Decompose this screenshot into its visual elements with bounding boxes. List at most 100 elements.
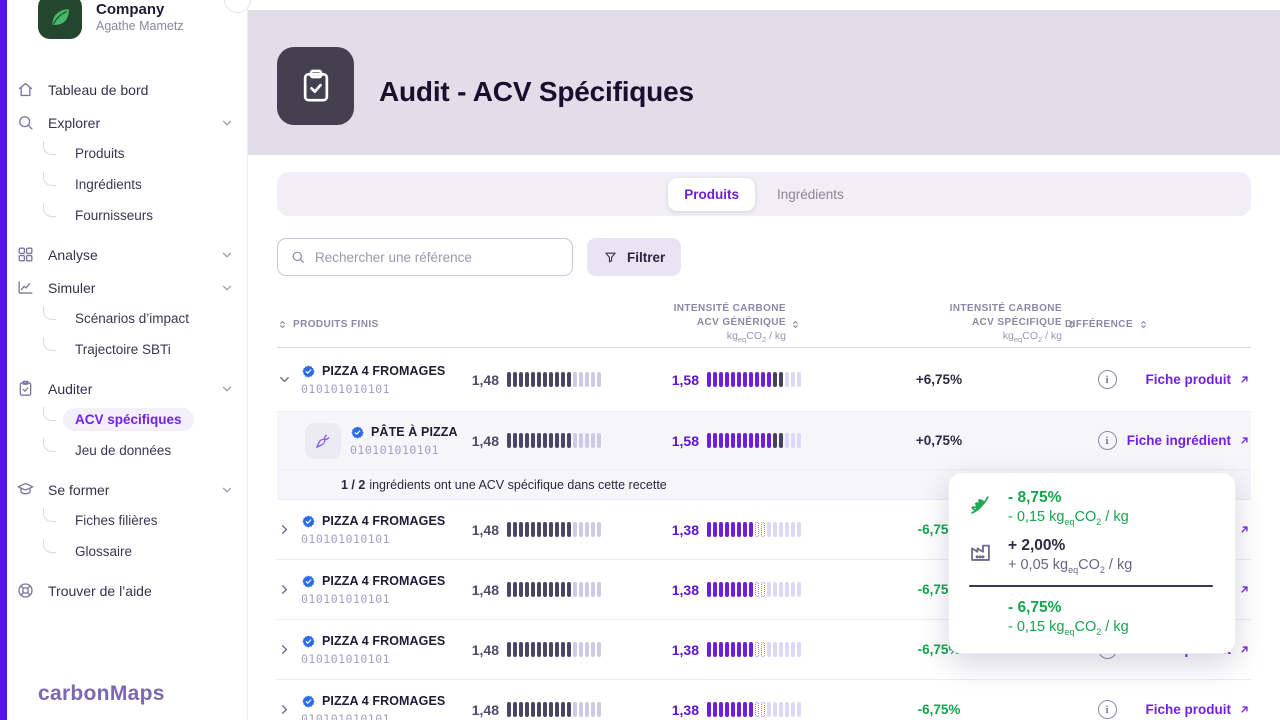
fiche-produit-link[interactable]: Fiche produit (1137, 372, 1251, 387)
sidebar-subitem-label: Produits (75, 146, 125, 161)
gauge-segment (567, 433, 571, 448)
filter-button[interactable]: Filtrer (587, 238, 682, 276)
sidebar-subitem[interactable]: Scénarios d’impact (16, 303, 234, 334)
product-name: PÂTE À PIZZA (371, 425, 458, 439)
gauge-segment (591, 433, 595, 448)
sidebar-item-home[interactable]: Tableau de bord (16, 74, 234, 105)
tooltip-row-text: - 8,75% - 0,15 kgeqCO2 / kg (1008, 489, 1129, 527)
tree-connector (43, 507, 56, 522)
expand-row-chevron[interactable] (277, 582, 301, 597)
gauge-segment (519, 372, 523, 387)
sidebar-subitem[interactable]: Trajectoire SBTi (16, 334, 234, 365)
arrow-up-right-icon (1238, 703, 1251, 716)
generic-value: 1,48 (471, 641, 499, 658)
search-box[interactable] (277, 238, 573, 276)
sort-icon[interactable] (277, 319, 288, 330)
gauge-segment (507, 372, 511, 387)
tooltip-value: + 0,05 kgeqCO2 / kg (1008, 556, 1133, 575)
specific-intensity-cell: 1,38 (601, 642, 801, 658)
fiche-produit-link[interactable]: Fiche produit (1137, 702, 1251, 717)
sidebar-subitem[interactable]: Fiches filières (16, 505, 234, 536)
gauge-segment (713, 642, 717, 657)
col-header-acv-generique[interactable]: INTENSITÉ CARBONE ACV GÉNÉRIQUE kgeqCO2 … (601, 302, 801, 345)
gauge-segment (525, 702, 529, 717)
info-icon[interactable]: i (1097, 700, 1117, 719)
info-icon[interactable]: i (1097, 370, 1117, 389)
tab-ingredients[interactable]: Ingrédients (776, 186, 844, 202)
gauge-segment (773, 433, 777, 448)
gauge-segment (573, 433, 577, 448)
gauge-segment (543, 522, 547, 537)
gauge-segment (791, 702, 795, 717)
generic-gauge (507, 433, 601, 448)
gauge-segment (567, 372, 571, 387)
gauge-segment (767, 372, 771, 387)
sort-icon[interactable] (1066, 319, 1077, 330)
gauge-segment (773, 642, 777, 657)
unit-label: kgeqCO2 / kg (1049, 509, 1129, 527)
tab-produits[interactable]: Produits (668, 177, 755, 211)
generic-value: 1,48 (471, 432, 499, 449)
sidebar-collapse-button[interactable] (224, 0, 251, 13)
gauge-segment (743, 372, 747, 387)
gauge-segment (519, 582, 523, 597)
gauge-segment (743, 522, 747, 537)
sidebar-item-chart[interactable]: Simuler (16, 272, 234, 303)
sidebar-subitem[interactable]: Produits (16, 138, 234, 169)
sidebar-subitem[interactable]: Ingrédients (16, 169, 234, 200)
gauge-segment (791, 642, 795, 657)
sidebar-item-lifebuoy[interactable]: Trouver de l’aide (16, 575, 234, 606)
product-name: PIZZA 4 FROMAGES (322, 514, 446, 528)
gauge-segment (785, 642, 789, 657)
gauge-segment (513, 702, 517, 717)
sidebar-item-clipboard[interactable]: Auditer (16, 373, 234, 404)
gauge-segment (555, 522, 559, 537)
tree-connector (43, 406, 56, 421)
fiche-ingredient-link[interactable]: Fiche ingrédient (1127, 433, 1251, 448)
home-icon (16, 80, 35, 99)
collapse-row-chevron[interactable] (277, 372, 301, 387)
gauge-segment (549, 522, 553, 537)
arrow-up-right-icon (1238, 373, 1251, 386)
company-block[interactable]: Company Agathe Mametz (38, 0, 184, 39)
tooltip-total: - 6,75% - 0,15 kgeqCO2 / kg (965, 599, 1217, 637)
sidebar-subitem[interactable]: ACV spécifiques (16, 404, 234, 435)
sidebar-item-grid[interactable]: Analyse (16, 239, 234, 270)
gauge-segment (531, 642, 535, 657)
search-input[interactable] (315, 249, 560, 265)
gauge-segment (719, 433, 723, 448)
sidebar-item-label: Trouver de l’aide (48, 582, 152, 599)
sidebar-subitem[interactable]: Jeu de données (16, 435, 234, 466)
sidebar-subitem-label: Jeu de données (75, 443, 172, 458)
gauge-segment (779, 702, 783, 717)
expand-row-chevron[interactable] (277, 522, 301, 537)
sort-icon[interactable] (1138, 319, 1149, 330)
gauge-segment (713, 582, 717, 597)
gauge-segment (731, 642, 735, 657)
expand-row-chevron[interactable] (277, 642, 301, 657)
col-header-acv-specifique[interactable]: INTENSITÉ CARBONE ACV SPÉCIFIQUE kgeqCO2… (801, 302, 1077, 345)
col-header-produits-finis[interactable]: PRODUITS FINIS (277, 319, 461, 330)
expand-row-chevron[interactable] (277, 702, 301, 717)
tooltip-percent: + 2,00% (1008, 536, 1066, 554)
gauge-segment (755, 702, 759, 717)
sidebar-subitem[interactable]: Fournisseurs (16, 200, 234, 231)
carbonmaps-logo: carbonMaps (38, 682, 165, 705)
col-header-difference[interactable]: DIFFÉRENCE (1065, 319, 1146, 330)
sidebar-subitem[interactable]: Glossaire (16, 536, 234, 567)
gauge-segment (719, 522, 723, 537)
tree-connector (43, 538, 56, 553)
unit-label: kgeqCO2 / kg (1002, 330, 1062, 345)
gauge-segment (591, 522, 595, 537)
product-name: PIZZA 4 FROMAGES (322, 364, 446, 378)
product-code: 010101010101 (301, 591, 391, 606)
sidebar-item-graduation[interactable]: Se former (16, 474, 234, 505)
specific-intensity-cell: 1,38 (601, 522, 801, 538)
info-icon[interactable]: i (1097, 431, 1117, 450)
product-name-line: PIZZA 4 FROMAGES (301, 364, 445, 379)
sidebar-item-search[interactable]: Explorer (16, 107, 234, 138)
sort-icon[interactable] (790, 319, 801, 330)
gauge-segment (549, 702, 553, 717)
tree-connector (43, 336, 56, 351)
